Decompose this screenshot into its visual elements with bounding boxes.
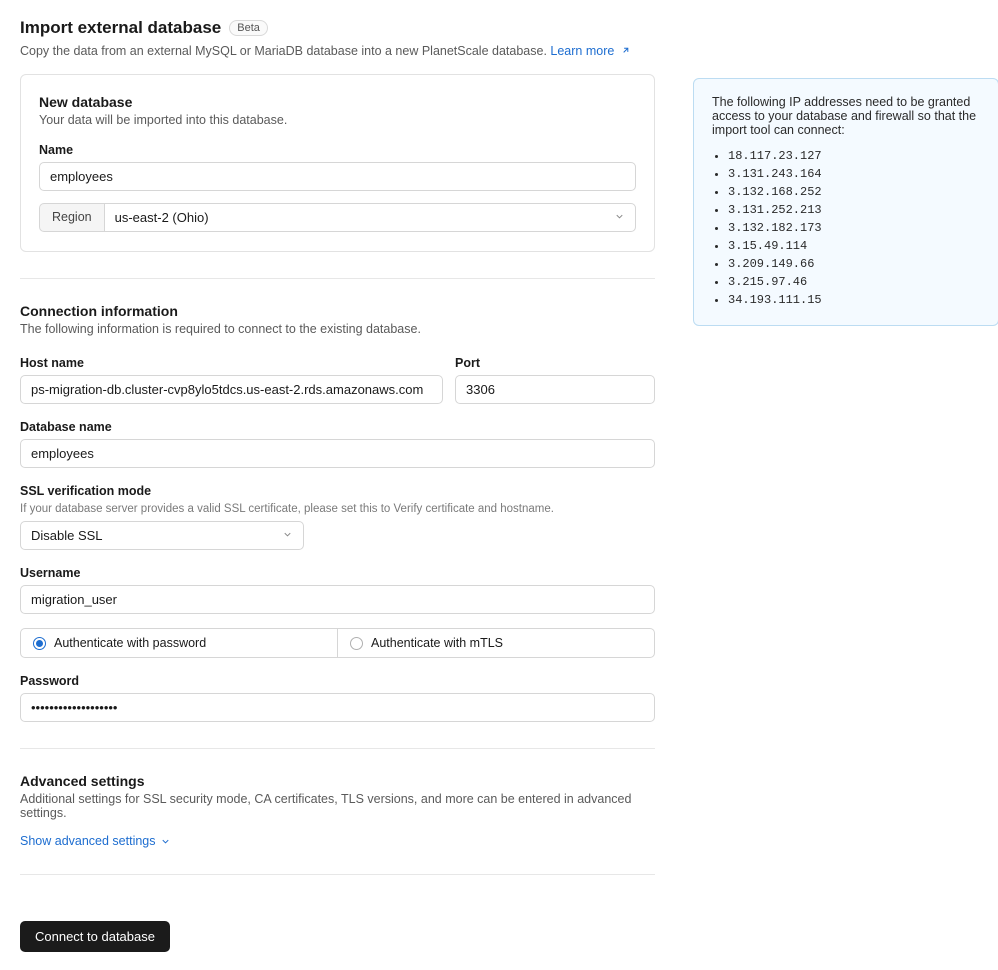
connection-section: Connection information The following inf… <box>20 303 655 722</box>
name-input[interactable] <box>39 162 636 191</box>
ssl-value: Disable SSL <box>31 528 103 543</box>
page-subtitle: Copy the data from an external MySQL or … <box>20 44 655 58</box>
dbname-label: Database name <box>20 420 655 434</box>
auth-password-option[interactable]: Authenticate with password <box>21 629 337 657</box>
host-input[interactable] <box>20 375 443 404</box>
beta-badge: Beta <box>229 20 268 36</box>
password-input[interactable] <box>20 693 655 722</box>
ssl-hint: If your database server provides a valid… <box>20 503 655 515</box>
host-label: Host name <box>20 356 443 370</box>
advanced-sub: Additional settings for SSL security mod… <box>20 792 655 820</box>
ssl-select[interactable]: Disable SSL <box>20 521 304 550</box>
ip-item: 34.193.111.15 <box>728 291 980 309</box>
ip-item: 3.15.49.114 <box>728 237 980 255</box>
radio-checked-icon <box>33 637 46 650</box>
ip-item: 3.132.182.173 <box>728 219 980 237</box>
dbname-input[interactable] <box>20 439 655 468</box>
new-database-heading: New database <box>39 94 636 110</box>
ip-item: 18.117.23.127 <box>728 147 980 165</box>
ip-allowlist-box: The following IP addresses need to be gr… <box>693 78 998 326</box>
username-input[interactable] <box>20 585 655 614</box>
region-value: us-east-2 (Ohio) <box>115 210 209 225</box>
radio-unchecked-icon <box>350 637 363 650</box>
username-label: Username <box>20 566 655 580</box>
auth-method-group: Authenticate with password Authenticate … <box>20 628 655 658</box>
new-database-sub: Your data will be imported into this dat… <box>39 113 636 127</box>
region-select[interactable]: us-east-2 (Ohio) <box>104 203 636 232</box>
connect-button[interactable]: Connect to database <box>20 921 170 952</box>
ip-intro: The following IP addresses need to be gr… <box>712 95 980 137</box>
connection-heading: Connection information <box>20 303 655 319</box>
chevron-down-icon <box>160 836 171 847</box>
ip-item: 3.132.168.252 <box>728 183 980 201</box>
auth-password-label: Authenticate with password <box>54 636 206 650</box>
ssl-label: SSL verification mode <box>20 484 655 498</box>
auth-mtls-option[interactable]: Authenticate with mTLS <box>337 629 654 657</box>
learn-more-link[interactable]: Learn more <box>550 44 630 58</box>
page-title: Import external database <box>20 18 221 38</box>
advanced-heading: Advanced settings <box>20 773 655 789</box>
ip-item: 3.209.149.66 <box>728 255 980 273</box>
port-label: Port <box>455 356 655 370</box>
region-label: Region <box>39 203 104 232</box>
ip-list: 18.117.23.1273.131.243.1643.132.168.2523… <box>712 147 980 309</box>
name-label: Name <box>39 143 636 157</box>
ip-item: 3.215.97.46 <box>728 273 980 291</box>
chevron-down-icon <box>282 528 293 543</box>
ip-item: 3.131.243.164 <box>728 165 980 183</box>
port-input[interactable] <box>455 375 655 404</box>
connection-sub: The following information is required to… <box>20 322 655 336</box>
password-label: Password <box>20 674 655 688</box>
show-advanced-toggle[interactable]: Show advanced settings <box>20 834 171 848</box>
ip-item: 3.131.252.213 <box>728 201 980 219</box>
external-link-icon <box>620 45 631 56</box>
advanced-section: Advanced settings Additional settings fo… <box>20 773 655 848</box>
auth-mtls-label: Authenticate with mTLS <box>371 636 503 650</box>
chevron-down-icon <box>614 210 625 225</box>
new-database-card: New database Your data will be imported … <box>20 74 655 252</box>
